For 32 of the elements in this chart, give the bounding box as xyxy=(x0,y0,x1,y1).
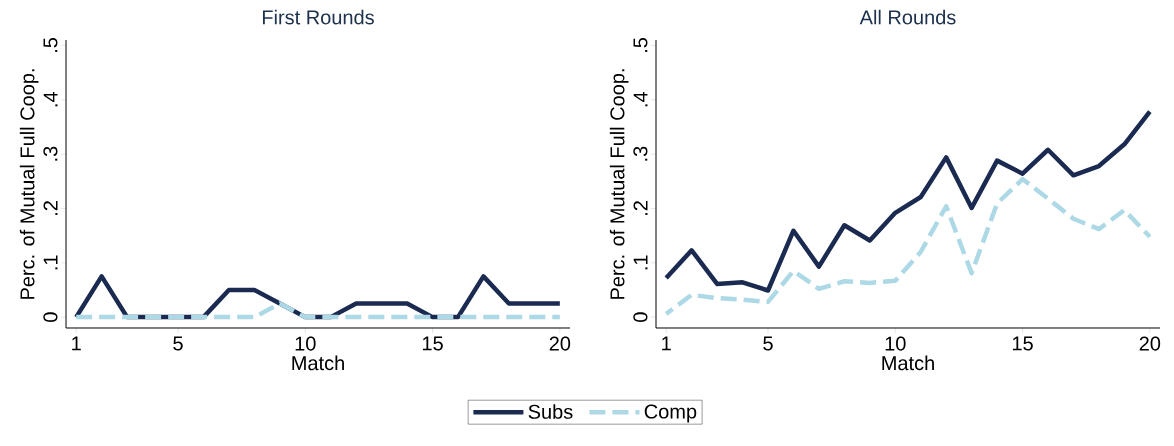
y-tick-label: 0 xyxy=(43,312,58,322)
x-tick-label: 15 xyxy=(1012,336,1033,351)
y-tick-label: .5 xyxy=(633,37,648,52)
y-axis-title: Perc. of Mutual Full Coop. xyxy=(19,69,39,299)
x-tick-label: 20 xyxy=(1139,336,1161,351)
legend-label: Comp xyxy=(644,404,697,423)
y-tick-label: .4 xyxy=(633,92,648,107)
y-tick-label: .5 xyxy=(43,37,58,52)
x-tick-label: 5 xyxy=(763,336,773,351)
legend-label: Subs xyxy=(528,404,573,419)
chart-title: First Rounds xyxy=(262,9,374,25)
line-series xyxy=(663,109,1153,293)
y-tick-label: .1 xyxy=(633,255,648,270)
y-tick-label: .3 xyxy=(633,146,648,161)
x-tick-label: 15 xyxy=(422,336,443,351)
line-series xyxy=(663,176,1153,317)
x-tick-label: 1 xyxy=(662,336,671,351)
y-tick-label: .3 xyxy=(43,146,58,161)
y-tick-label: .1 xyxy=(43,255,58,270)
x-tick-label: 1 xyxy=(72,336,81,351)
y-tick-label: .2 xyxy=(43,201,58,215)
x-axis-title: Match xyxy=(882,355,934,371)
y-tick-label: .2 xyxy=(633,201,648,215)
y-tick-label: .4 xyxy=(43,92,58,107)
x-tick-label: 10 xyxy=(885,336,906,351)
y-tick-label: 0 xyxy=(633,312,648,322)
y-axis-title: Perc. of Mutual Full Coop. xyxy=(609,69,629,299)
x-tick-label: 5 xyxy=(173,336,183,351)
x-tick-label: 10 xyxy=(295,336,316,351)
x-axis-title: Match xyxy=(292,355,344,371)
chart-title: All Rounds xyxy=(859,9,956,25)
x-tick-label: 20 xyxy=(549,336,571,351)
